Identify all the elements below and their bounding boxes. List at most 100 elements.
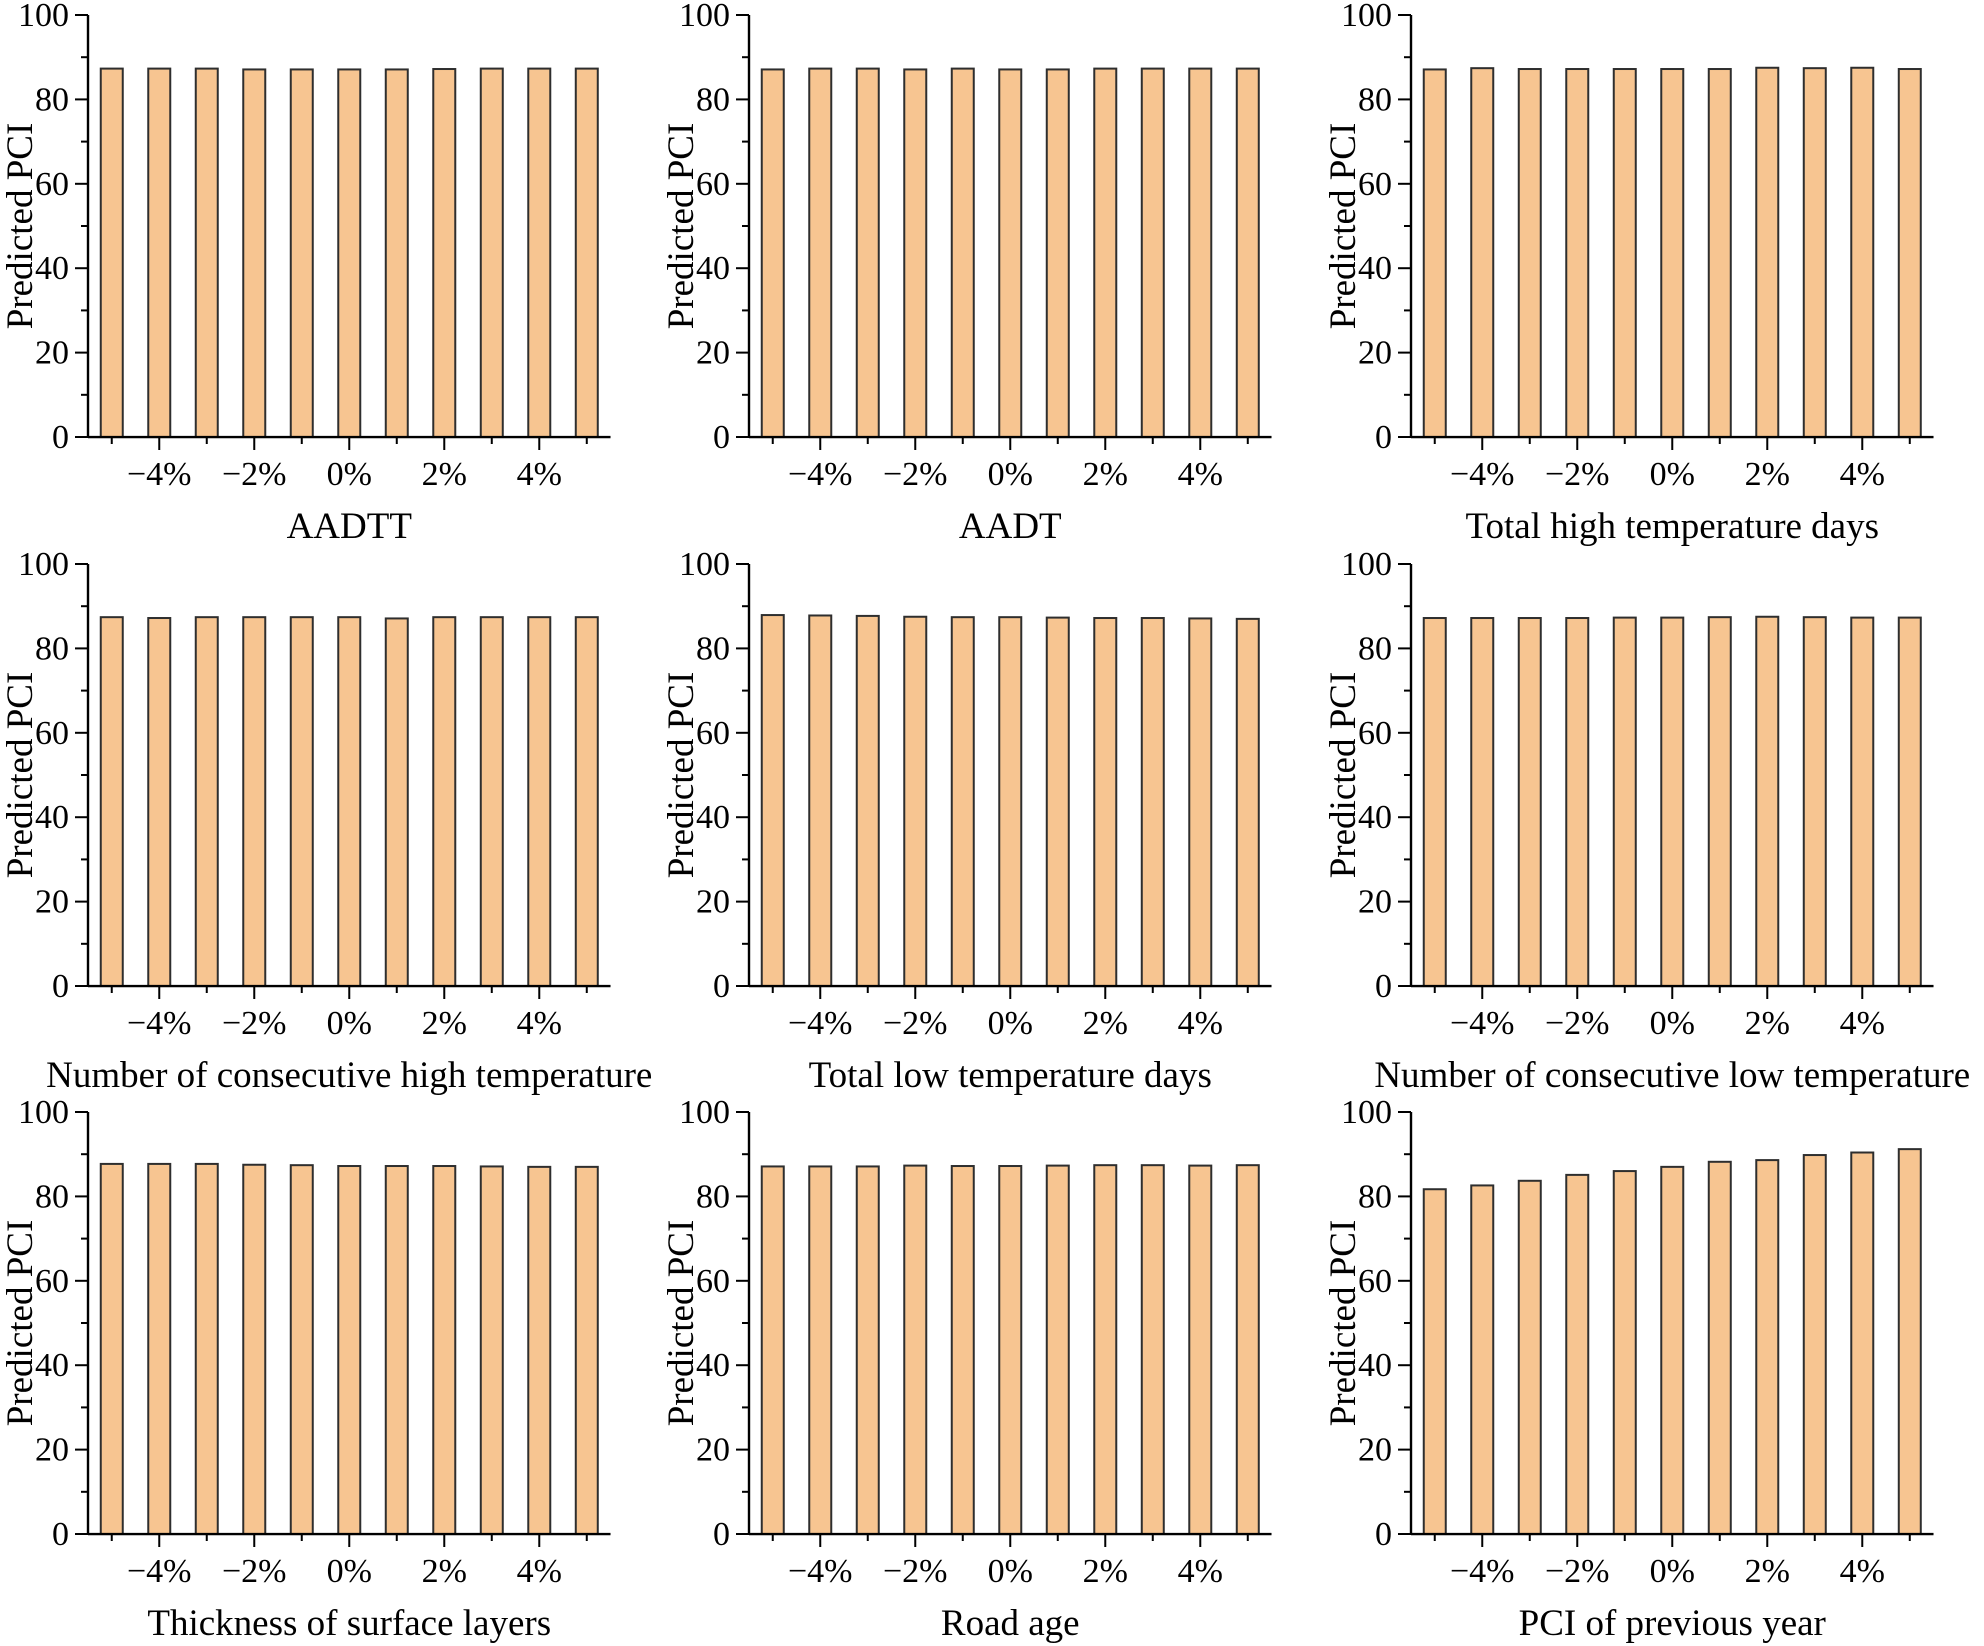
bar <box>951 67 976 439</box>
y-tick-label: 60 <box>1358 1263 1392 1300</box>
bar <box>289 1164 314 1536</box>
y-axis-label: Predicted PCI <box>0 671 41 878</box>
y-tick-label: 80 <box>35 1179 69 1216</box>
x-tick-label: 4% <box>1178 1553 1223 1590</box>
bar <box>1707 1161 1732 1536</box>
chart-consecutive-low-temp: 0 20 40 60 80 100 −4% −2% 0% 2% 4% Number of consec… <box>1323 549 1984 1098</box>
y-tick-label: 20 <box>696 335 730 372</box>
bar <box>808 614 833 987</box>
bar <box>856 1165 881 1536</box>
y-tick-label: 0 <box>713 419 730 456</box>
bar <box>432 68 457 439</box>
x-tick-label: −4% <box>1450 456 1515 493</box>
x-axis-title: Thickness of surface layers <box>147 1603 551 1644</box>
chart-svg: 0 20 40 60 80 100 −4% −2% 0% 2% 4% AADTT Predicted P… <box>0 0 611 547</box>
bar <box>1188 1165 1213 1536</box>
bar <box>808 1165 833 1536</box>
x-tick-label: 0% <box>1649 1553 1694 1590</box>
x-tick-label: −2% <box>222 1553 287 1590</box>
bar <box>1469 616 1494 987</box>
x-axis-title: Total high temperature days <box>1465 506 1879 547</box>
bar <box>951 1165 976 1536</box>
y-tick-label: 100 <box>18 0 69 34</box>
bar <box>1897 68 1922 439</box>
bar <box>1422 68 1447 439</box>
x-tick-label: 0% <box>988 1005 1033 1042</box>
bar <box>1612 616 1637 987</box>
bar <box>1564 616 1589 987</box>
chart-pci-previous-year: 0 20 40 60 80 100 −4% −2% 0% 2% 4% PCI of previous … <box>1323 1097 1984 1646</box>
bar <box>808 67 833 439</box>
y-tick-label: 20 <box>35 335 69 372</box>
x-tick-label: 2% <box>1744 456 1789 493</box>
bar <box>1659 68 1684 439</box>
y-tick-label: 0 <box>1375 968 1392 1005</box>
y-tick-label: 100 <box>679 549 730 583</box>
y-tick-label: 40 <box>1358 799 1392 836</box>
x-tick-label: −2% <box>222 1005 287 1042</box>
x-axis-title: AADT <box>959 506 1062 547</box>
x-tick-label: 2% <box>422 1553 467 1590</box>
bar <box>289 615 314 987</box>
y-tick-label: 80 <box>1358 630 1392 667</box>
y-tick-label: 80 <box>696 630 730 667</box>
bar <box>194 1163 219 1536</box>
bar <box>1849 1151 1874 1536</box>
chart-svg: 0 20 40 60 80 100 −4% −2% 0% 2% 4% Road age Predicte… <box>661 1097 1272 1644</box>
x-tick-label: 0% <box>327 456 372 493</box>
y-tick-label: 60 <box>35 715 69 752</box>
y-tick-label: 100 <box>1341 549 1392 583</box>
bar <box>1188 617 1213 987</box>
x-axis-title: PCI of previous year <box>1518 1603 1825 1644</box>
bar <box>998 615 1023 987</box>
x-tick-label: −2% <box>1545 1553 1610 1590</box>
y-tick-label: 0 <box>1375 1516 1392 1553</box>
bar <box>194 615 219 987</box>
x-tick-label: −4% <box>127 1005 192 1042</box>
y-tick-label: 0 <box>713 1516 730 1553</box>
bar <box>432 615 457 987</box>
y-tick-label: 100 <box>1341 0 1392 34</box>
y-tick-label: 100 <box>18 1097 69 1131</box>
bar <box>527 67 552 439</box>
bar <box>1236 67 1261 439</box>
y-tick-label: 80 <box>1358 1179 1392 1216</box>
x-tick-label: −4% <box>127 456 192 493</box>
y-axis-label: Predicted PCI <box>1323 1220 1364 1427</box>
bar <box>761 1165 786 1536</box>
chart-road-age: 0 20 40 60 80 100 −4% −2% 0% 2% 4% Road age Predicte… <box>661 1097 1322 1646</box>
bar <box>1517 68 1542 439</box>
bar <box>903 68 928 439</box>
bar <box>337 615 362 987</box>
y-tick-label: 100 <box>1341 1097 1392 1131</box>
x-axis-title: Number of consecutive high temperature <box>46 1055 652 1096</box>
y-tick-label: 80 <box>696 81 730 118</box>
x-tick-label: 2% <box>1083 1553 1128 1590</box>
chart-aadtt: 0 20 40 60 80 100 −4% −2% 0% 2% 4% AADTT Predicted P… <box>0 0 661 549</box>
y-tick-label: 20 <box>35 883 69 920</box>
bar <box>99 615 124 987</box>
chart-svg: 0 20 40 60 80 100 −4% −2% 0% 2% 4% AADT Predicted PC… <box>661 0 1272 547</box>
y-tick-label: 80 <box>35 630 69 667</box>
y-tick-label: 40 <box>696 250 730 287</box>
bar <box>1093 67 1118 439</box>
bar <box>1564 68 1589 439</box>
x-tick-label: 0% <box>1649 1005 1694 1042</box>
y-axis-label: Predicted PCI <box>0 1220 41 1427</box>
x-tick-label: 2% <box>1744 1005 1789 1042</box>
x-axis-title: Total low temperature days <box>809 1055 1212 1096</box>
x-tick-label: −4% <box>127 1553 192 1590</box>
bar <box>147 616 172 987</box>
bar <box>1897 616 1922 987</box>
bar <box>903 615 928 987</box>
bar <box>1707 615 1732 987</box>
y-tick-label: 20 <box>1358 1432 1392 1469</box>
x-tick-label: 4% <box>1839 456 1884 493</box>
bar <box>479 1165 504 1536</box>
x-tick-label: 4% <box>517 456 562 493</box>
y-tick-label: 60 <box>696 166 730 203</box>
y-tick-label: 20 <box>35 1432 69 1469</box>
y-tick-label: 40 <box>35 1348 69 1385</box>
bar <box>998 68 1023 439</box>
chart-svg: 0 20 40 60 80 100 −4% −2% 0% 2% 4% Total high tempe… <box>1323 0 1934 547</box>
